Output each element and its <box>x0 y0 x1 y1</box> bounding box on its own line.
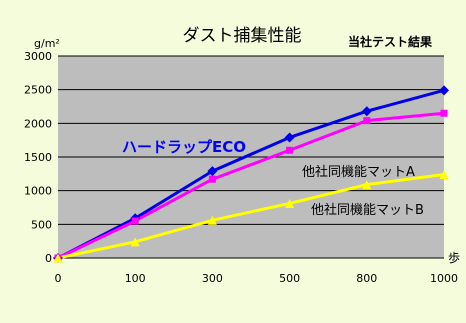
series-point-1 <box>286 146 294 154</box>
series-point-1 <box>440 109 448 117</box>
x-tick-label: 300 <box>202 272 223 285</box>
series-point-1 <box>208 175 216 183</box>
series-label-b: 他社同機能マットB <box>311 202 424 218</box>
series-point-2 <box>53 253 63 263</box>
series-line-0 <box>57 88 445 260</box>
x-tick-label: 800 <box>356 272 377 285</box>
y-axis-unit: g/m² <box>34 37 60 50</box>
series-label-a: 他社同機能マットA <box>302 164 415 180</box>
chart-title: ダスト捕集性能 <box>183 26 302 46</box>
series-point-2 <box>362 180 372 190</box>
x-tick-label: 1000 <box>430 272 458 285</box>
y-tick-label: 2000 <box>24 117 52 130</box>
series-line-2 <box>57 173 445 260</box>
y-tick-label: 1500 <box>24 151 52 164</box>
series-label-eco: ハードラップECO <box>122 138 246 156</box>
series-point-0 <box>207 166 218 177</box>
series-point-1 <box>363 117 371 125</box>
x-axis-unit: 歩 <box>448 250 460 265</box>
series-point-2 <box>285 198 295 208</box>
series-point-2 <box>207 215 217 225</box>
x-tick-label: 0 <box>55 272 62 285</box>
series-point-0 <box>284 132 295 143</box>
y-tick-label: 3000 <box>24 50 52 63</box>
y-tick-label: 500 <box>31 218 52 231</box>
chart-subtitle: 当社テスト結果 <box>348 34 432 49</box>
x-tick-label: 500 <box>279 272 300 285</box>
series-line-1 <box>57 111 445 260</box>
y-tick-label: 2500 <box>24 84 52 97</box>
series-point-1 <box>131 217 139 225</box>
x-tick-label: 100 <box>125 272 146 285</box>
series-point-2 <box>439 170 449 180</box>
y-tick-label: 0 <box>45 252 52 265</box>
series-point-0 <box>439 85 449 96</box>
series-point-0 <box>361 106 372 117</box>
y-tick-label: 1000 <box>24 185 52 198</box>
series-point-2 <box>130 237 140 247</box>
